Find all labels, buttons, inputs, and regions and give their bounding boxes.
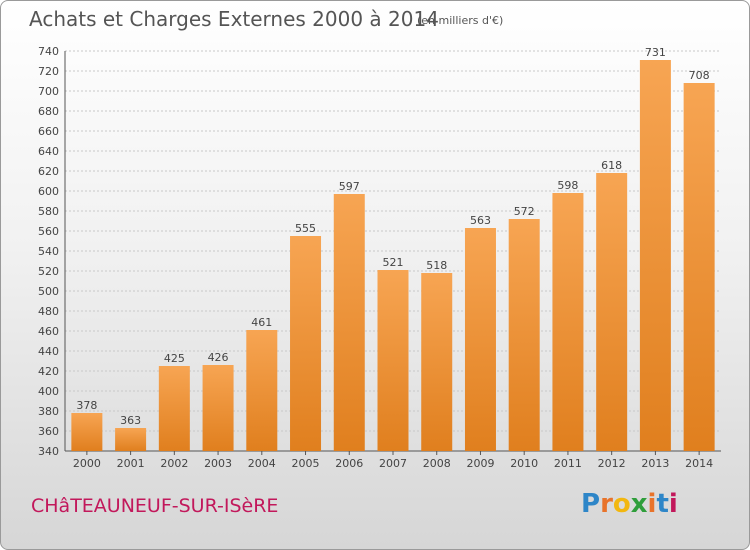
bar-2006 <box>333 194 365 451</box>
y-tick-label: 520 <box>38 265 59 278</box>
x-tick-label: 2008 <box>423 457 451 470</box>
x-tick-label: 2006 <box>335 457 363 470</box>
x-tick-label: 2014 <box>685 457 713 470</box>
city-name: CHâTEAUNEUF-SUR-ISèRE <box>31 495 279 517</box>
x-tick-label: 2004 <box>248 457 276 470</box>
x-tick-label: 2011 <box>554 457 582 470</box>
y-tick-label: 480 <box>38 305 59 318</box>
data-label: 425 <box>164 352 185 365</box>
y-tick-label: 580 <box>38 205 59 218</box>
data-label: 426 <box>208 351 229 364</box>
x-tick-label: 2001 <box>117 457 145 470</box>
chart-title: Achats et Charges Externes 2000 à 2014 <box>29 7 439 31</box>
bar-2012 <box>596 173 628 451</box>
chart-unit: (en milliers d'€) <box>417 14 504 27</box>
logo-letter: i <box>647 489 657 519</box>
y-tick-label: 560 <box>38 225 59 238</box>
bar-2009 <box>464 228 496 451</box>
bars: 378 363 425 426 461 555 597 521 518 563 572 598 618 7… <box>71 46 715 451</box>
y-tick-label: 400 <box>38 385 59 398</box>
y-tick-label: 540 <box>38 245 59 258</box>
y-tick-label: 740 <box>38 45 59 58</box>
y-tick-label: 460 <box>38 325 59 338</box>
data-label: 461 <box>251 316 272 329</box>
logo-letter: o <box>612 489 631 519</box>
logo-letter: t <box>656 489 669 519</box>
x-tick-label: 2009 <box>466 457 494 470</box>
data-label: 731 <box>645 46 666 59</box>
bar-2005 <box>290 236 322 451</box>
proxiti-logo: Proxiti <box>581 489 678 519</box>
data-label: 618 <box>601 159 622 172</box>
y-tick-label: 340 <box>38 445 59 458</box>
bar-2010 <box>508 219 540 451</box>
bar-2003 <box>202 365 234 451</box>
data-label: 572 <box>514 205 535 218</box>
y-tick-label: 620 <box>38 165 59 178</box>
logo-letter: i <box>668 489 678 519</box>
x-tick-label: 2007 <box>379 457 407 470</box>
data-label: 518 <box>426 259 447 272</box>
data-label: 555 <box>295 222 316 235</box>
bar-2001 <box>115 428 147 451</box>
data-label: 708 <box>689 69 710 82</box>
y-tick-label: 660 <box>38 125 59 138</box>
bar-2013 <box>639 60 671 451</box>
logo-letter: x <box>630 489 648 519</box>
bar-2007 <box>377 270 409 451</box>
data-label: 597 <box>339 180 360 193</box>
y-tick-label: 700 <box>38 85 59 98</box>
bar-2002 <box>158 366 190 451</box>
y-tick-label: 640 <box>38 145 59 158</box>
y-tick-label: 720 <box>38 65 59 78</box>
logo-letter: P <box>581 489 601 519</box>
x-tick-label: 2012 <box>598 457 626 470</box>
x-tick-label: 2003 <box>204 457 232 470</box>
y-tick-label: 420 <box>38 365 59 378</box>
data-label: 378 <box>76 399 97 412</box>
x-tick-label: 2013 <box>641 457 669 470</box>
x-tick-label: 2010 <box>510 457 538 470</box>
y-tick-label: 440 <box>38 345 59 358</box>
x-tick-label: 2002 <box>160 457 188 470</box>
y-tick-label: 380 <box>38 405 59 418</box>
x-tick-label: 2005 <box>292 457 320 470</box>
logo-letter: r <box>600 489 613 519</box>
bar-2008 <box>421 273 453 451</box>
y-tick-label: 680 <box>38 105 59 118</box>
data-label: 521 <box>383 256 404 269</box>
bar-2011 <box>552 193 584 451</box>
y-tick-label: 600 <box>38 185 59 198</box>
bar-2004 <box>246 330 278 451</box>
data-label: 563 <box>470 214 491 227</box>
bar-2014 <box>683 83 715 451</box>
data-label: 363 <box>120 414 141 427</box>
data-label: 598 <box>557 179 578 192</box>
y-tick-label: 500 <box>38 285 59 298</box>
y-tick-label: 360 <box>38 425 59 438</box>
axes: 340 360 380 400 420 440 460 480 500 520 540 560 580 6… <box>38 45 721 470</box>
x-tick-label: 2000 <box>73 457 101 470</box>
bar-2000 <box>71 413 103 451</box>
